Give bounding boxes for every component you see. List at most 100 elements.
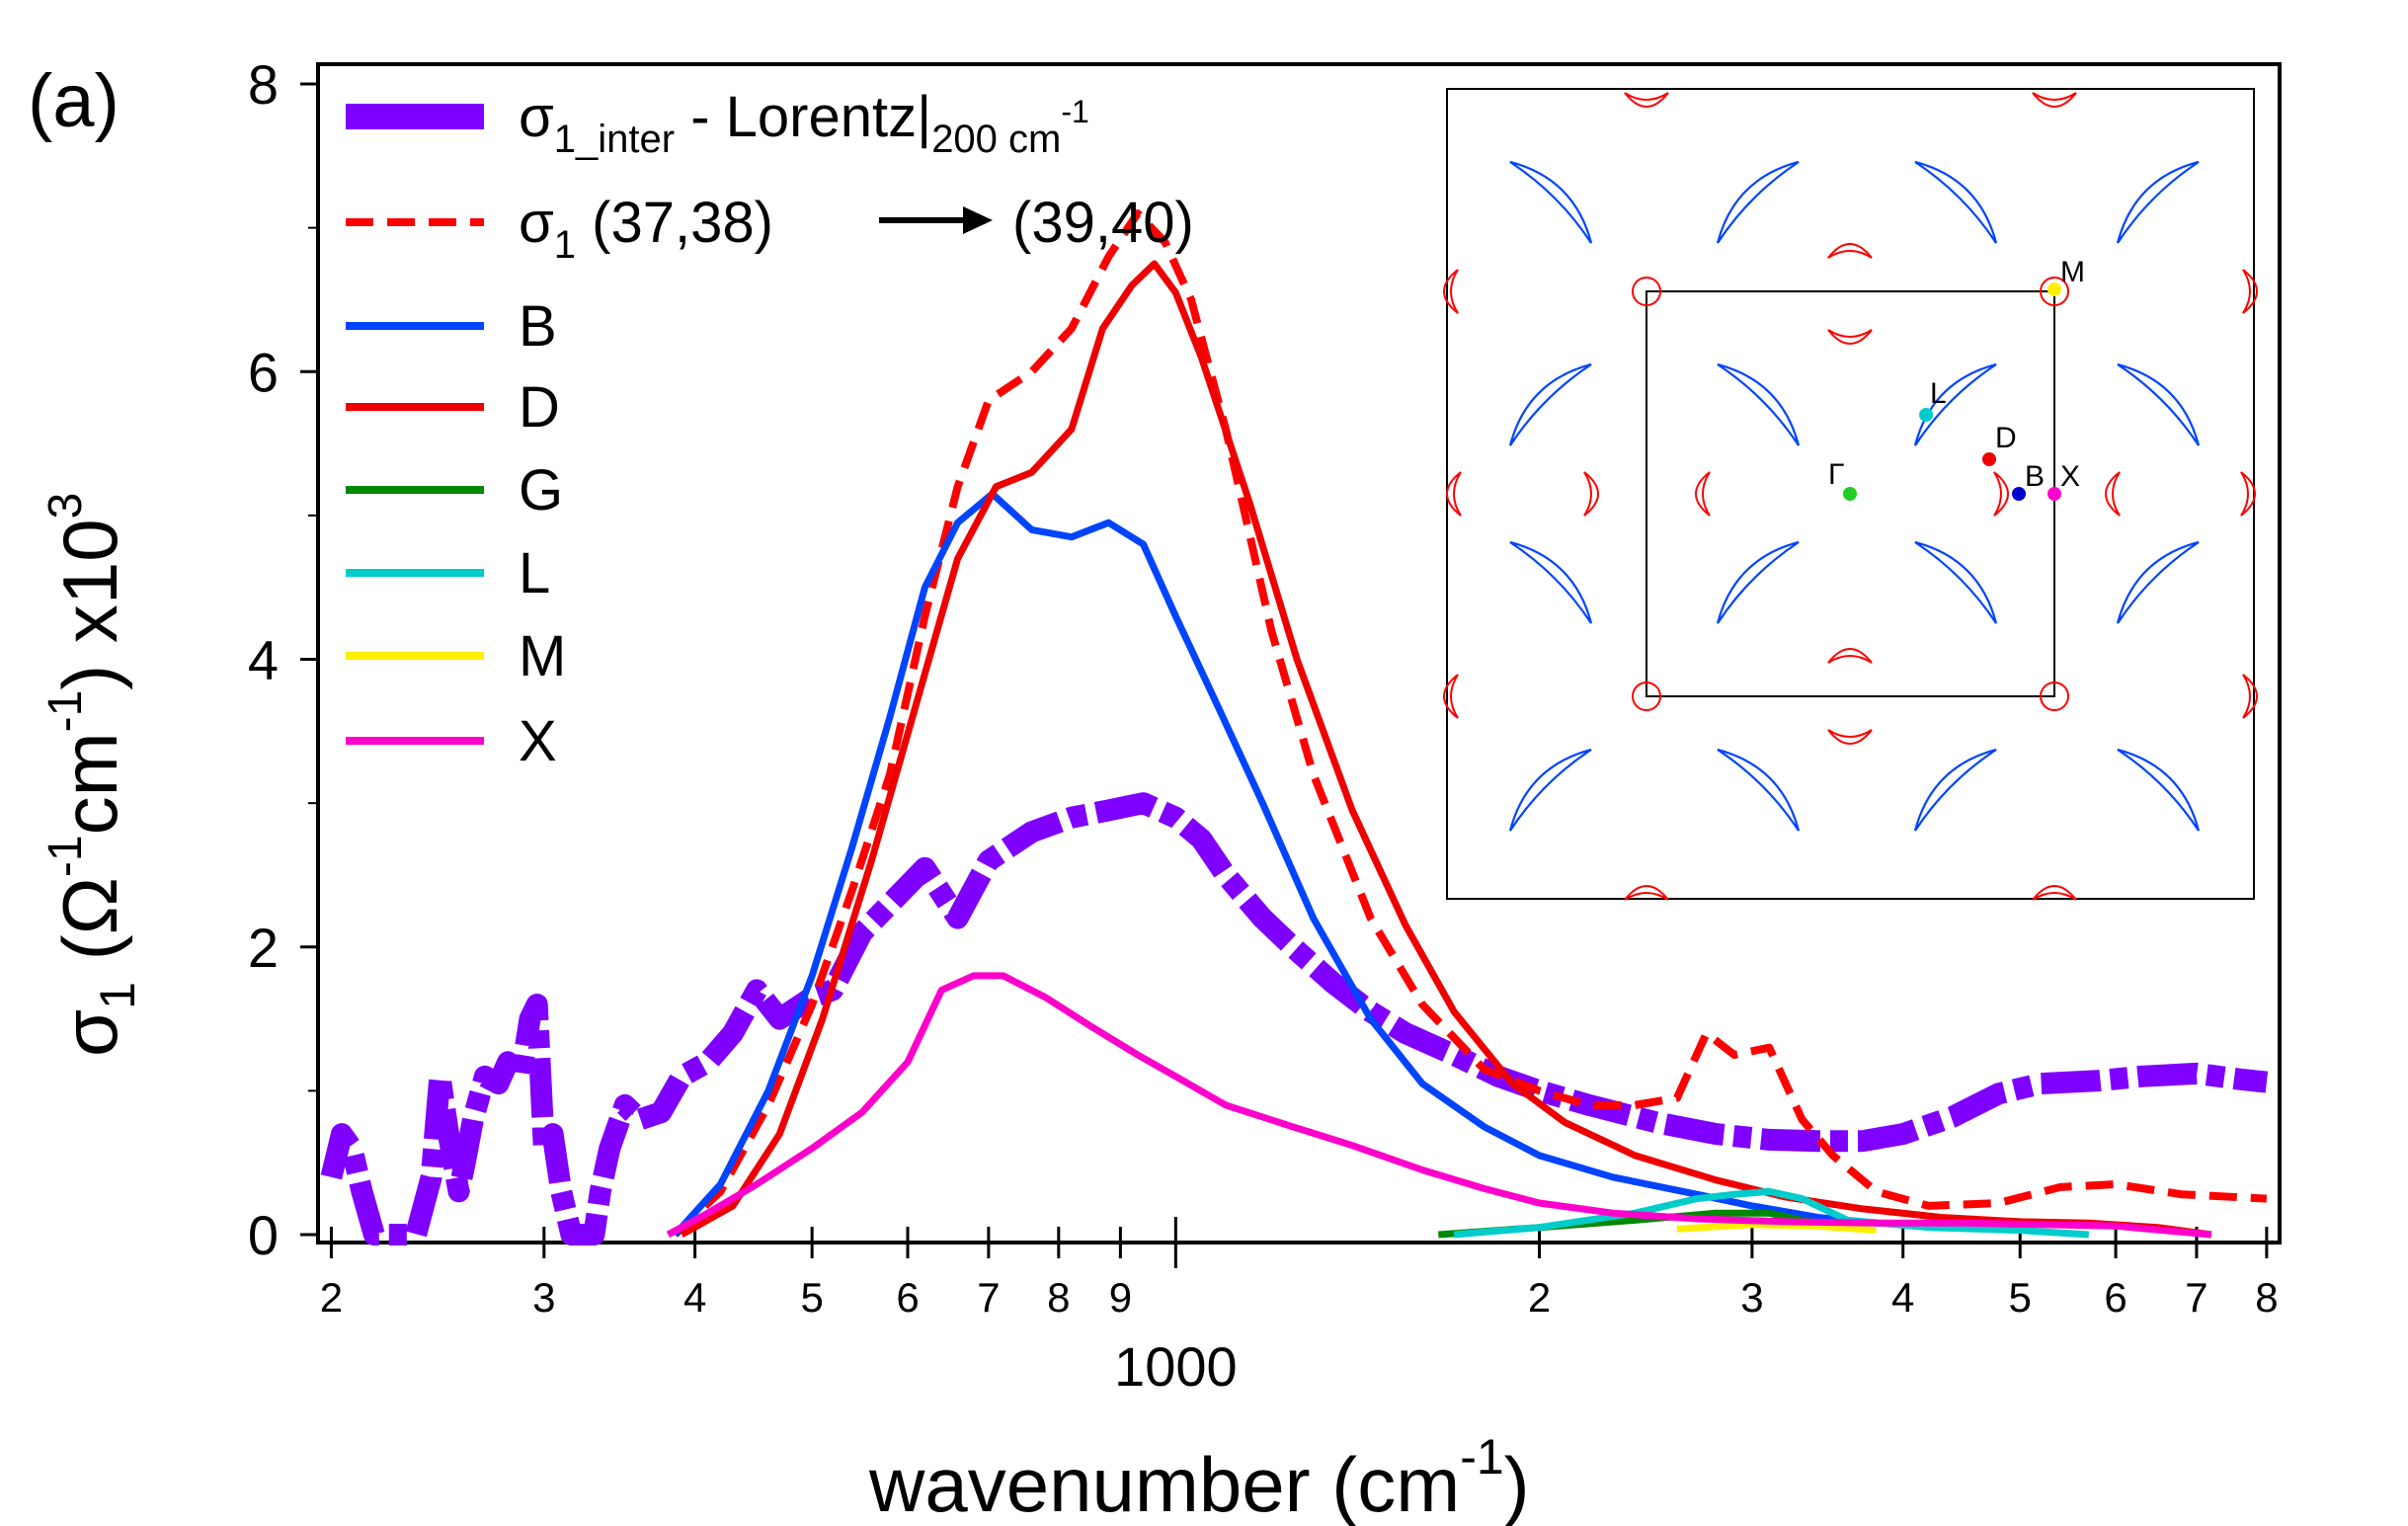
hole-pocket xyxy=(2242,269,2258,314)
inset-point-label: Γ xyxy=(1828,458,1845,491)
hole-pocket xyxy=(1443,269,1459,314)
legend-arrow-head xyxy=(963,206,993,234)
hole-pocket xyxy=(1827,729,1873,745)
y-tick-label: 8 xyxy=(248,53,279,116)
electron-pocket xyxy=(2117,362,2201,446)
x-tick-label: 2 xyxy=(320,1274,343,1321)
electron-pocket xyxy=(2116,540,2200,624)
electron-pocket xyxy=(1509,160,1593,244)
panel-label: (a) xyxy=(28,59,120,143)
x-tick-label: 3 xyxy=(1740,1274,1763,1321)
legend-entry-label: σ1_inter - Lorentz|200 cm-1 xyxy=(519,85,1089,161)
x-tick-label: 8 xyxy=(2255,1274,2278,1321)
electron-pocket xyxy=(1914,160,1998,244)
inset-point-x xyxy=(2047,487,2061,501)
electron-pocket xyxy=(1717,748,1801,832)
legend-entry-label: L xyxy=(519,541,550,605)
hole-pocket xyxy=(2240,471,2256,517)
y-tick-label: 6 xyxy=(248,341,279,403)
plot-frame xyxy=(316,62,2282,1245)
hole-pocket-ring xyxy=(1632,682,1661,711)
electron-pocket xyxy=(1717,362,1801,446)
x-decade-label: 1000 xyxy=(1114,1335,1238,1398)
x-tick-label: 4 xyxy=(1891,1274,1914,1321)
inset-point-m xyxy=(2047,282,2061,296)
y-tick-label: 0 xyxy=(248,1204,279,1266)
y-axis-label: σ1 (Ω-1cm-1) x103 xyxy=(40,493,145,1057)
x-tick-label: 3 xyxy=(532,1274,555,1321)
electron-pocket xyxy=(2117,748,2201,832)
hole-pocket xyxy=(1827,648,1873,664)
hole-pocket-ring xyxy=(2040,277,2069,306)
y-tick-label: 2 xyxy=(248,917,279,979)
x-tick-label: 7 xyxy=(2185,1274,2207,1321)
legend-entry-label: X xyxy=(519,709,557,773)
x-tick-label: 5 xyxy=(800,1274,823,1321)
electron-pocket xyxy=(1913,748,1997,832)
inset-points: M L D Γ B X xyxy=(1828,256,2085,501)
x-tick-label: 5 xyxy=(2009,1274,2032,1321)
hole-pocket xyxy=(1443,674,1459,719)
hole-pocket xyxy=(2105,471,2121,517)
x-tick-label: 6 xyxy=(2104,1274,2127,1321)
electron-pocket xyxy=(1716,160,1800,244)
series-line-x xyxy=(666,972,2212,1239)
inset-point-label: L xyxy=(1930,377,1947,410)
inset-point-label: X xyxy=(2060,460,2080,493)
hole-pocket xyxy=(1827,329,1873,345)
hole-pocket xyxy=(1624,92,1669,108)
electron-pocket xyxy=(1914,540,1998,624)
hole-pocket xyxy=(1583,471,1599,517)
inset-point-l xyxy=(1919,408,1933,422)
legend-entry-label: G xyxy=(519,458,563,522)
series-line-sigma-transition xyxy=(672,209,2268,1238)
hole-pocket xyxy=(2242,674,2258,719)
hole-pocket xyxy=(2032,885,2077,901)
series-line-sigma-inter xyxy=(320,792,2269,1245)
legend-entry-label: (39,40) xyxy=(1012,191,1194,255)
inset-point-label: M xyxy=(2060,256,2085,288)
series-line-d xyxy=(680,260,2212,1239)
x-tick-label: 7 xyxy=(977,1274,1000,1321)
x-tick-label: 8 xyxy=(1047,1274,1070,1321)
electron-pocket xyxy=(1508,362,1592,446)
hole-pocket-ring xyxy=(1632,277,1661,306)
x-tick-label: 2 xyxy=(1528,1274,1551,1321)
hole-pocket xyxy=(1695,471,1711,517)
inset-point-label: D xyxy=(1995,422,2017,454)
inset-point-d xyxy=(1982,452,1996,466)
electron-pocket xyxy=(2116,160,2200,244)
legend-entry-label: σ1 (37,38) xyxy=(519,191,773,267)
series-line-b xyxy=(672,490,2021,1238)
y-tick-label: 4 xyxy=(248,629,279,691)
svg-text:σ1 (Ω-1cm-1) x103: σ1 (Ω-1cm-1) x103 xyxy=(40,493,145,1057)
electron-pocket xyxy=(1508,748,1592,832)
fermi-surface-inset: M L D Γ B X xyxy=(1443,88,2258,901)
hole-pocket xyxy=(1827,243,1873,259)
hole-pocket xyxy=(1446,471,1462,517)
x-tick-label: 4 xyxy=(683,1274,706,1321)
hole-pocket-ring xyxy=(2040,682,2069,711)
x-tick-label: 9 xyxy=(1109,1274,1132,1321)
hole-pocket xyxy=(1624,885,1669,901)
series-line-m xyxy=(1676,1221,1877,1235)
inset-point-gamma xyxy=(1843,487,1857,501)
legend-entry-label: D xyxy=(519,375,560,440)
legend-entry-label: B xyxy=(519,294,557,359)
electron-pocket xyxy=(1509,540,1593,624)
series-line-l xyxy=(1453,1187,2090,1239)
inset-point-b xyxy=(2012,487,2026,501)
inset-contours xyxy=(1443,92,2258,901)
x-tick-label: 6 xyxy=(896,1274,919,1321)
svg-text:wavenumber (cm-1): wavenumber (cm-1) xyxy=(868,1429,1530,1526)
series-layer xyxy=(320,209,2269,1245)
legend: σ1_inter - Lorentz|200 cm-1 σ1 (37,38) (39… xyxy=(346,85,1194,773)
legend-entry-label: M xyxy=(519,624,566,688)
x-axis-label: wavenumber (cm-1) xyxy=(868,1429,1530,1526)
hole-pocket xyxy=(1993,471,2009,517)
hole-pocket xyxy=(2032,92,2077,108)
electron-pocket xyxy=(1716,540,1800,624)
inset-point-label: B xyxy=(2025,460,2045,493)
